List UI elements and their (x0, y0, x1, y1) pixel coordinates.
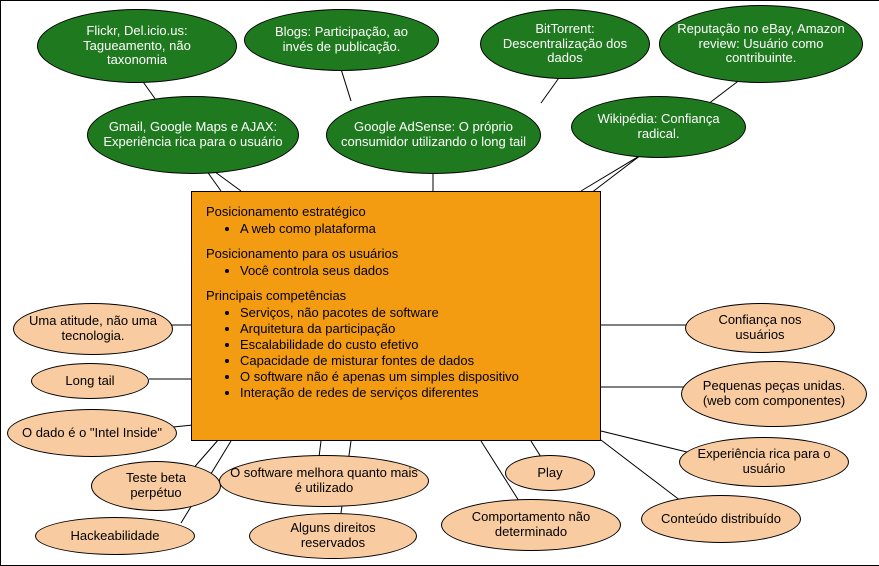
edge-experiencia (601, 431, 691, 453)
section-bullets: Serviços, não pacotes de softwareArquite… (206, 305, 586, 400)
bullet-item: Serviços, não pacotes de software (240, 305, 586, 320)
node-label: Experiência rica para o usuário (690, 447, 838, 477)
bullet-item: A web como plataforma (240, 221, 586, 236)
node-label: O dado é o "Intel Inside" (22, 426, 162, 441)
edge-conteudo (597, 437, 681, 501)
peach-node-conteudo: Conteúdo distribuído (641, 495, 801, 543)
peach-node-experiencia: Experiência rica para o usuário (679, 437, 849, 487)
node-label: Flickr, Del.icio.us: Tagueamento, não ta… (52, 24, 222, 69)
peach-node-hack: Hackeabilidade (35, 517, 195, 555)
diagram-canvas: Posicionamento estratégico A web como pla… (0, 0, 879, 566)
bullet-item: Capacidade de misturar fontes de dados (240, 353, 586, 368)
center-box-content: Posicionamento estratégico A web como pla… (192, 192, 600, 409)
node-label: Teste beta perpétuo (102, 471, 210, 501)
green-node-flickr: Flickr, Del.icio.us: Tagueamento, não ta… (37, 9, 237, 83)
center-box: Posicionamento estratégico A web como pla… (191, 191, 601, 441)
peach-node-comportamento: Comportamento não determinado (441, 499, 621, 551)
bullet-item: Interação de redes de serviços diferente… (240, 385, 586, 400)
section-heading: Principais competências (206, 288, 586, 303)
section-heading: Posicionamento estratégico (206, 204, 586, 219)
edge-intel (173, 425, 193, 427)
node-label: Gmail, Google Maps e AJAX: Experiência r… (102, 120, 284, 150)
node-label: Uma atitude, não uma tecnologia. (24, 314, 162, 344)
green-node-blogs: Blogs: Participação, ao invés de publica… (244, 9, 439, 71)
peach-node-confianca: Confiança nos usuários (685, 303, 835, 353)
green-node-wiki: Wikipédia: Confiança radical. (571, 96, 746, 158)
bullet-item: Você controla seus dados (240, 263, 586, 278)
green-node-bittor: BitTorrent: Descentralização dos dados (480, 9, 650, 79)
edge-blogs (341, 69, 351, 101)
peach-node-longtail: Long tail (31, 363, 149, 399)
green-node-ebay: Reputação no eBay, Amazon review: Usuári… (659, 5, 863, 83)
node-label: Comportamento não determinado (452, 510, 610, 540)
peach-node-play: Play (505, 455, 595, 491)
peach-node-direitos: Alguns direitos reservados (249, 513, 417, 559)
peach-node-pecas: Pequenas peças unidas. (web com componen… (681, 361, 867, 427)
edge-wiki (581, 155, 641, 191)
peach-node-softmelhora: O software melhora quanto mais é utiliza… (219, 455, 429, 507)
peach-node-beta: Teste beta perpétuo (91, 461, 221, 511)
bullet-item: Arquitetura da participação (240, 321, 586, 336)
node-label: Alguns direitos reservados (260, 521, 406, 551)
node-label: Confiança nos usuários (696, 313, 824, 343)
node-label: O software melhora quanto mais é utiliza… (230, 466, 418, 496)
bullet-item: O software não é apenas um simples dispo… (240, 369, 586, 384)
peach-node-atitude: Uma atitude, não uma tecnologia. (13, 303, 173, 355)
section-bullets: Você controla seus dados (206, 263, 586, 278)
node-label: Conteúdo distribuído (661, 512, 781, 527)
node-label: Hackeabilidade (71, 529, 160, 544)
bullet-item: Escalabilidade do custo efetivo (240, 337, 586, 352)
node-label: Wikipédia: Confiança radical. (586, 112, 731, 142)
peach-node-intel: O dado é o "Intel Inside" (7, 409, 177, 457)
green-node-adsense: Google AdSense: O próprio consumidor uti… (326, 96, 541, 174)
node-label: Pequenas peças unidas. (web com componen… (692, 379, 856, 409)
node-label: BitTorrent: Descentralização dos dados (495, 22, 635, 67)
section-heading: Posicionamento para os usuários (206, 246, 586, 261)
node-label: Play (537, 466, 562, 481)
node-label: Reputação no eBay, Amazon review: Usuári… (674, 22, 848, 67)
node-label: Long tail (65, 374, 114, 389)
section-bullets: A web como plataforma (206, 221, 586, 236)
node-label: Google AdSense: O próprio consumidor uti… (341, 120, 526, 150)
edge-bittor (541, 75, 561, 103)
node-label: Blogs: Participação, ao invés de publica… (259, 25, 424, 55)
green-node-gmail: Gmail, Google Maps e AJAX: Experiência r… (87, 96, 299, 174)
